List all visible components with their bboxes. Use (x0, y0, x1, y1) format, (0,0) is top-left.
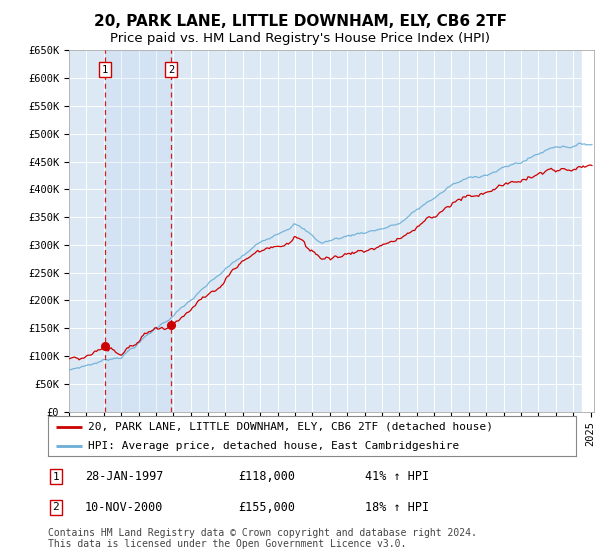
Text: 20, PARK LANE, LITTLE DOWNHAM, ELY, CB6 2TF: 20, PARK LANE, LITTLE DOWNHAM, ELY, CB6 … (94, 14, 506, 29)
Bar (105, 50, 171, 412)
Text: Price paid vs. HM Land Registry's House Price Index (HPI): Price paid vs. HM Land Registry's House … (110, 32, 490, 45)
Text: Contains HM Land Registry data © Crown copyright and database right 2024.
This d: Contains HM Land Registry data © Crown c… (48, 528, 477, 549)
Text: 28-JAN-1997: 28-JAN-1997 (85, 470, 163, 483)
Text: 20, PARK LANE, LITTLE DOWNHAM, ELY, CB6 2TF (detached house): 20, PARK LANE, LITTLE DOWNHAM, ELY, CB6 … (88, 422, 493, 432)
Text: HPI: Average price, detached house, East Cambridgeshire: HPI: Average price, detached house, East… (88, 441, 459, 451)
Text: 10-NOV-2000: 10-NOV-2000 (85, 501, 163, 514)
Text: 41% ↑ HPI: 41% ↑ HPI (365, 470, 429, 483)
Text: 1: 1 (102, 65, 108, 75)
Bar (582, 50, 595, 412)
Text: 2: 2 (53, 502, 59, 512)
Text: £155,000: £155,000 (238, 501, 295, 514)
Text: 2: 2 (168, 65, 174, 75)
Text: £118,000: £118,000 (238, 470, 295, 483)
Text: 1: 1 (53, 472, 59, 482)
Text: 18% ↑ HPI: 18% ↑ HPI (365, 501, 429, 514)
